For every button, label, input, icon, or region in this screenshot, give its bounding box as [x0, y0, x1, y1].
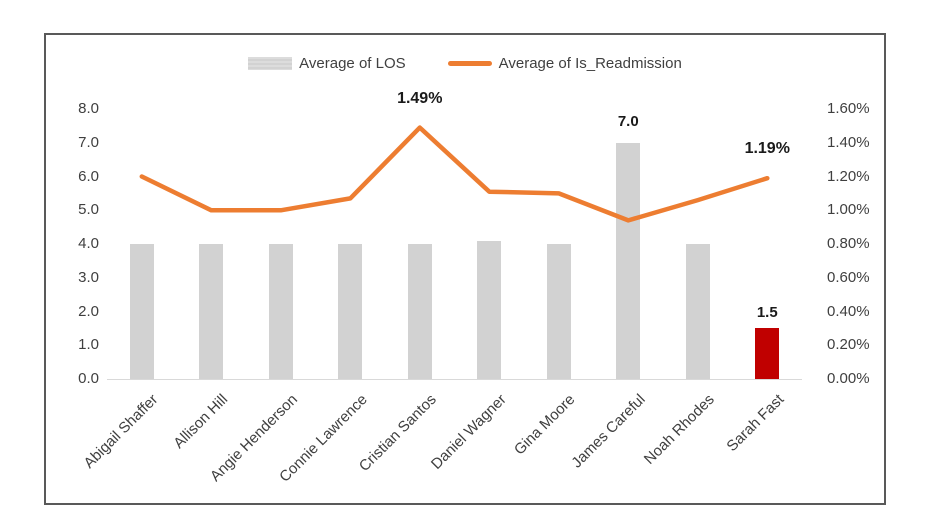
right-axis-tick: 1.00% — [827, 201, 870, 219]
left-axis-tick: 8.0 — [78, 100, 99, 117]
data-label-cristian-santos-line: 1.49% — [397, 89, 443, 107]
bar-cristian-santos[interactable] — [407, 244, 432, 379]
left-axis-tick: 3.0 — [78, 268, 99, 286]
left-axis-tick: 5.0 — [78, 201, 99, 219]
right-axis-tick: 1.60% — [827, 100, 870, 117]
bar-abigail-shaffer[interactable] — [129, 244, 154, 379]
x-label-abigail-shaffer: Abigail Shaffer — [80, 391, 162, 472]
legend-label-readmission: Average of Is_Readmission — [498, 55, 682, 72]
right-axis-tick: 0.80% — [827, 235, 870, 252]
right-axis-tick: 0.60% — [827, 268, 870, 286]
x-label-sarah-fast: Sarah Fast — [723, 391, 788, 455]
x-label-noah-rhodes: Noah Rhodes — [640, 391, 718, 468]
legend: Average of LOS Average of Is_Readmission — [46, 55, 884, 72]
data-label-james-careful-bar: 7.0 — [617, 112, 639, 130]
line-swatch-icon — [447, 61, 492, 66]
combo-chart: Average of LOS Average of Is_Readmission… — [44, 33, 886, 505]
bar-angie-henderson[interactable] — [268, 244, 293, 379]
legend-label-los: Average of LOS — [299, 55, 406, 72]
legend-item-readmission[interactable]: Average of Is_Readmission — [447, 55, 682, 72]
left-axis-tick: 2.0 — [78, 302, 99, 320]
bar-james-careful[interactable] — [616, 142, 641, 379]
right-axis-tick: 1.20% — [827, 167, 870, 185]
bar-noah-rhodes[interactable] — [685, 244, 710, 379]
right-axis-tick: 0.20% — [827, 336, 870, 354]
left-axis-tick: 4.0 — [78, 235, 99, 252]
legend-item-los[interactable]: Average of LOS — [248, 55, 406, 72]
left-axis-tick: 0.0 — [78, 370, 99, 387]
bar-daniel-wagner[interactable] — [477, 240, 502, 379]
bar-swatch-icon — [248, 57, 293, 70]
data-label-sarah-fast-bar: 1.5 — [756, 304, 778, 322]
plot-area — [107, 109, 802, 380]
x-label-allison-hill: Allison Hill — [170, 391, 232, 452]
left-axis-tick: 7.0 — [78, 133, 99, 151]
x-label-daniel-wagner: Daniel Wagner — [427, 391, 510, 473]
right-axis-tick: 0.40% — [827, 302, 870, 320]
bar-gina-moore[interactable] — [546, 244, 571, 379]
data-label-sarah-fast-line: 1.19% — [744, 140, 790, 158]
bar-sarah-fast[interactable] — [755, 328, 780, 379]
bar-connie-lawrence[interactable] — [338, 244, 363, 379]
readmission-line[interactable] — [139, 125, 770, 223]
left-axis-tick: 6.0 — [78, 167, 99, 185]
line-series-svg — [139, 125, 770, 223]
x-label-gina-moore: Gina Moore — [511, 391, 579, 459]
x-label-james-careful: James Careful — [567, 391, 649, 472]
right-axis-tick: 1.40% — [827, 133, 870, 151]
left-axis-tick: 1.0 — [78, 336, 99, 354]
bar-allison-hill[interactable] — [199, 244, 224, 379]
right-axis-tick: 0.00% — [827, 370, 870, 387]
